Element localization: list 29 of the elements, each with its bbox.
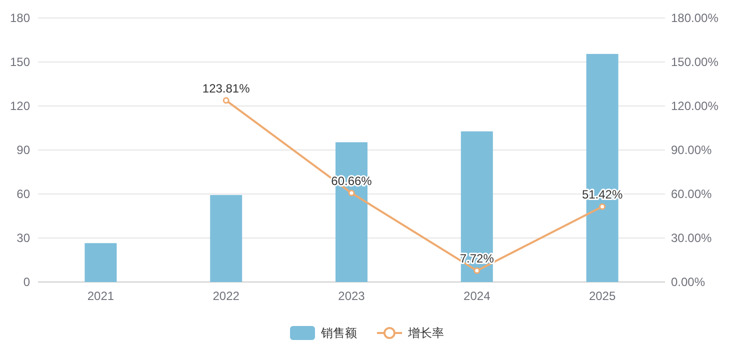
y2-tick-label: 30.00% xyxy=(671,231,712,245)
y-tick-label: 120 xyxy=(10,99,30,113)
point xyxy=(222,97,230,104)
y-tick-label: 60 xyxy=(16,187,30,201)
y-tick-label: 0 xyxy=(23,275,30,289)
point xyxy=(348,190,355,196)
legend-label: 销售额 xyxy=(320,326,357,340)
y2-tick-label: 150.00% xyxy=(671,55,719,69)
y2-tick-label: 120.00% xyxy=(671,99,719,113)
y2-tick-label: 60.00% xyxy=(671,187,712,201)
x-tick-label: 2022 xyxy=(212,289,240,303)
y-tick-label: 90 xyxy=(16,143,30,157)
y-tick-label: 150 xyxy=(10,55,30,69)
x-tick-label: 2021 xyxy=(87,289,114,303)
bar xyxy=(210,195,242,282)
bar xyxy=(84,243,117,282)
y-tick-label: 30 xyxy=(16,231,30,245)
x-tick-label: 2024 xyxy=(464,289,491,303)
legend-label: 增长率 xyxy=(407,326,444,340)
y2-tick-label: 0.00% xyxy=(671,275,706,289)
point xyxy=(599,203,606,210)
bar xyxy=(460,131,493,282)
point xyxy=(474,267,480,274)
data-label: 123.81% xyxy=(202,81,250,96)
x-tick-label: 2025 xyxy=(588,289,616,303)
y2-tick-label: 180.00% xyxy=(671,11,719,25)
x-tick-label: 2023 xyxy=(338,289,366,303)
y-tick-label: 180 xyxy=(10,11,30,25)
y2-tick-label: 90.00% xyxy=(671,143,712,157)
